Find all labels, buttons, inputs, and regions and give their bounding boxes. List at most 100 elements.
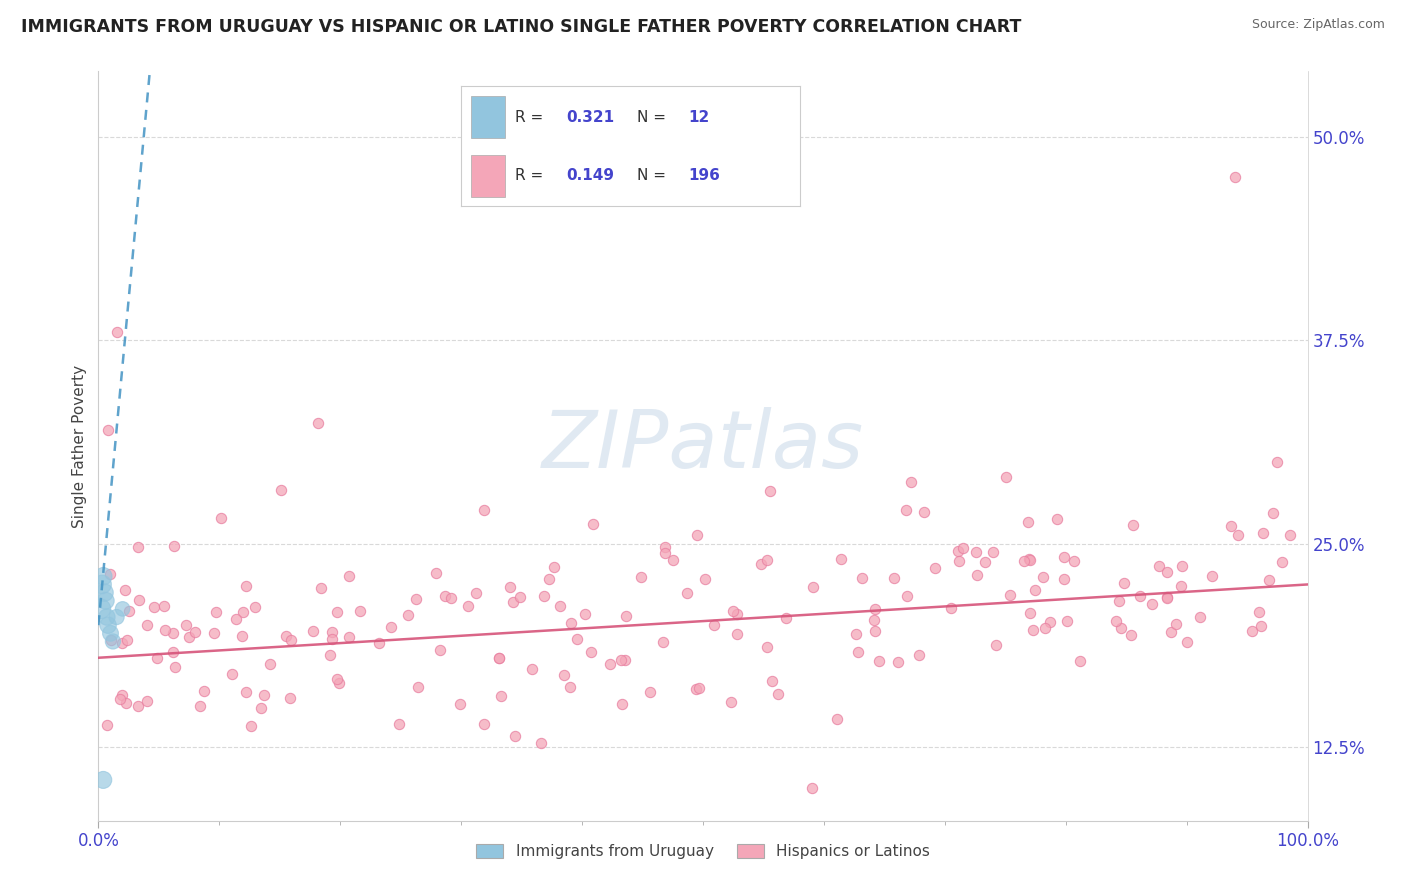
Point (221, 667, 243, 681)
Point (110, 692, 132, 706)
Point (162, 626, 184, 640)
Point (503, 729, 526, 743)
Point (91, 772, 114, 787)
Point (1189, 610, 1212, 624)
Point (270, 483, 292, 498)
Point (558, 680, 581, 694)
Point (1250, 619, 1272, 633)
Text: Source: ZipAtlas.com: Source: ZipAtlas.com (1251, 18, 1385, 31)
Point (250, 701, 273, 715)
Point (1253, 525, 1275, 540)
Point (425, 566, 447, 581)
Point (862, 613, 884, 627)
Point (581, 645, 603, 659)
Point (749, 557, 772, 571)
Point (574, 607, 596, 621)
Point (349, 604, 371, 618)
Point (499, 580, 522, 594)
Point (143, 600, 166, 615)
Point (1267, 455, 1289, 469)
Point (235, 579, 257, 593)
Point (688, 681, 710, 695)
Point (725, 627, 748, 641)
Point (1279, 528, 1302, 542)
Point (1063, 554, 1085, 568)
Point (489, 689, 512, 703)
Point (1249, 605, 1271, 619)
Point (887, 655, 910, 669)
Point (723, 604, 745, 618)
Point (766, 687, 789, 701)
Point (1175, 634, 1198, 648)
Point (1119, 628, 1142, 642)
Point (183, 624, 205, 639)
Point (1114, 576, 1136, 591)
Point (509, 590, 531, 604)
Point (162, 645, 184, 659)
Point (548, 599, 571, 614)
Point (97, 423, 120, 437)
Point (243, 599, 266, 614)
Point (994, 470, 1017, 484)
Point (1220, 519, 1243, 533)
Point (894, 503, 917, 517)
Point (302, 624, 325, 638)
Point (439, 591, 461, 605)
Point (457, 599, 479, 613)
Point (966, 544, 988, 558)
Point (96, 718, 118, 732)
Point (948, 554, 970, 568)
Point (1226, 527, 1249, 541)
Point (380, 620, 402, 634)
Point (188, 699, 211, 714)
Point (321, 625, 343, 640)
Point (1031, 569, 1053, 583)
Point (1033, 621, 1056, 635)
Point (464, 586, 486, 600)
Point (1022, 624, 1045, 638)
Point (100, 626, 122, 640)
Point (1122, 518, 1144, 533)
Point (429, 643, 451, 657)
Point (1223, 170, 1246, 185)
Point (1258, 573, 1281, 587)
Point (1109, 621, 1132, 635)
Point (560, 615, 582, 630)
Point (908, 648, 931, 663)
Point (654, 541, 676, 555)
Point (966, 568, 988, 582)
Point (98, 567, 121, 582)
Point (638, 685, 661, 699)
Point (686, 528, 709, 542)
Point (202, 626, 225, 640)
Point (522, 662, 544, 676)
Point (405, 592, 427, 607)
Point (900, 475, 922, 489)
Point (128, 593, 150, 607)
Point (225, 612, 247, 626)
Point (280, 633, 302, 648)
Point (720, 695, 742, 709)
Point (449, 698, 471, 712)
Point (614, 608, 637, 623)
Point (1160, 625, 1182, 640)
Point (307, 417, 329, 431)
Point (1271, 555, 1294, 569)
Point (434, 589, 457, 603)
Point (488, 651, 510, 665)
Point (280, 691, 302, 706)
Point (661, 553, 683, 567)
Point (326, 672, 349, 686)
Point (553, 668, 575, 682)
Y-axis label: Single Father Poverty: Single Father Poverty (72, 365, 87, 527)
Point (1056, 615, 1078, 629)
Point (94, 593, 117, 607)
Point (105, 325, 128, 339)
Point (259, 657, 281, 672)
Point (96, 610, 118, 624)
Point (91, 569, 114, 583)
Point (1012, 554, 1035, 568)
Point (488, 650, 510, 665)
Point (830, 552, 852, 566)
Point (100, 633, 122, 648)
